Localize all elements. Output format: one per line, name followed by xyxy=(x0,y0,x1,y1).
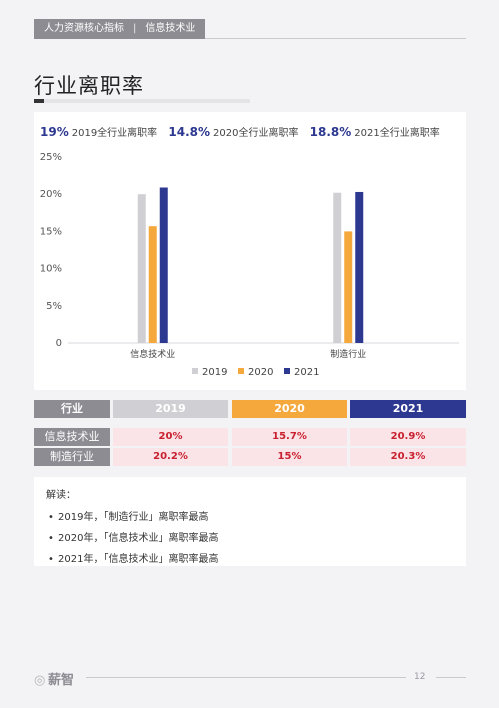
summary-item-2021: 18.8% 2021全行业离职率 xyxy=(310,124,440,139)
table-header-2019: 2019 xyxy=(113,400,228,418)
y-tick-label: 5% xyxy=(46,301,62,312)
notes-item: • 2020年，「信息技术业」离职率最高 xyxy=(46,529,454,544)
bullet-dot-icon: • xyxy=(48,533,54,544)
notes-item-text: 2021年，「信息技术业」离职率最高 xyxy=(58,554,219,565)
title-underline xyxy=(34,99,250,103)
y-tick-label: 15% xyxy=(40,226,62,237)
summary-item-2019: 19% 2019全行业离职率 xyxy=(40,124,157,139)
bar-chart: 0 5% 10% 15% 20% 25% 信息技术业 制造行业 2019 2020 2021 xyxy=(40,152,459,378)
table-row-label: 制造行业 xyxy=(34,448,110,466)
y-tick-label: 25% xyxy=(40,152,62,163)
table-header-industry: 行业 xyxy=(34,400,110,418)
top-header-bar: 人力资源核心指标 | 信息技术业 xyxy=(34,19,466,39)
footer-divider xyxy=(86,677,406,678)
chart-card: 19% 2019全行业离职率 14.8% 2020全行业离职率 18.8% 2021全… xyxy=(34,112,466,390)
summary-line: 19% 2019全行业离职率 14.8% 2020全行业离职率 18.8% 2021全… xyxy=(40,124,448,139)
bullet-dot-icon: • xyxy=(48,554,54,565)
bullet-dot-icon: • xyxy=(48,512,54,523)
bar-2021 xyxy=(159,187,168,343)
table-cell-value: 20% xyxy=(113,428,228,446)
table-cell-value: 15% xyxy=(232,448,347,466)
x-tick-label: 制造行业 xyxy=(330,348,366,360)
notes-item: • 2019年，「制造行业」离职率最高 xyxy=(46,508,454,523)
notes-item-text: 2020年，「信息技术业」离职率最高 xyxy=(58,533,219,544)
y-tick-label: 20% xyxy=(40,189,62,200)
y-tick-label: 10% xyxy=(40,264,62,275)
bar-2020 xyxy=(148,226,157,343)
table-row: 制造行业 20.2% 15% 20.3% xyxy=(34,448,466,466)
table-row: 信息技术业 20% 15.7% 20.9% xyxy=(34,428,466,446)
header-separator: | xyxy=(133,23,137,34)
legend-swatch xyxy=(192,368,198,374)
header-subsection: 信息技术业 xyxy=(145,23,196,34)
bar-2020 xyxy=(344,231,353,343)
header-section: 人力资源核心指标 xyxy=(44,23,124,34)
table-cell-value: 20.3% xyxy=(350,448,466,466)
summary-item-2020: 14.8% 2020全行业离职率 xyxy=(168,124,298,139)
header-tag: 人力资源核心指标 | 信息技术业 xyxy=(34,19,206,39)
legend-swatch xyxy=(238,368,244,374)
page-title: 行业离职率 xyxy=(34,74,144,98)
title-underline-accent xyxy=(34,99,44,103)
notes-item: • 2021年，「信息技术业」离职率最高 xyxy=(46,550,454,565)
table-row-label: 信息技术业 xyxy=(34,428,110,446)
notes-item-text: 2019年，「制造行业」离职率最高 xyxy=(58,512,209,523)
y-tick-label: 0 xyxy=(56,338,62,349)
summary-value-2019: 19% xyxy=(40,125,69,139)
bar-2019 xyxy=(333,192,342,343)
x-tick-label: 信息技术业 xyxy=(130,348,175,360)
table-header-2020: 2020 xyxy=(232,400,347,418)
footer-logo-text: 薪智 xyxy=(48,673,75,688)
notes-heading: 解读： xyxy=(46,490,76,501)
legend-swatch xyxy=(284,368,290,374)
summary-label-2019: 2019全行业离职率 xyxy=(71,128,158,139)
summary-label-2021: 2021全行业离职率 xyxy=(354,128,440,139)
footer-logo: ◎ 薪智 xyxy=(34,669,74,688)
summary-value-2020: 14.8% xyxy=(168,125,211,139)
summary-label-2020: 2020全行业离职率 xyxy=(213,128,299,139)
footer-divider-right xyxy=(436,677,466,678)
table-cell-value: 15.7% xyxy=(232,428,347,446)
legend-label: 2019 xyxy=(202,367,227,378)
page-number: 12 xyxy=(414,672,426,682)
bar-2019 xyxy=(137,194,146,343)
interpretation-box: 解读： • 2019年，「制造行业」离职率最高 • 2020年，「信息技术业」离职率… xyxy=(34,477,466,566)
bar-2021 xyxy=(355,191,364,343)
table-cell-value: 20.2% xyxy=(113,448,228,466)
table-header-row: 行业 2019 2020 2021 xyxy=(34,400,466,418)
logo-icon: ◎ xyxy=(34,673,46,688)
table-header-2021: 2021 xyxy=(350,400,466,418)
summary-value-2021: 18.8% xyxy=(309,125,352,139)
legend-label: 2021 xyxy=(294,367,319,378)
legend-label: 2020 xyxy=(248,367,273,378)
table-cell-value: 20.9% xyxy=(350,428,466,446)
